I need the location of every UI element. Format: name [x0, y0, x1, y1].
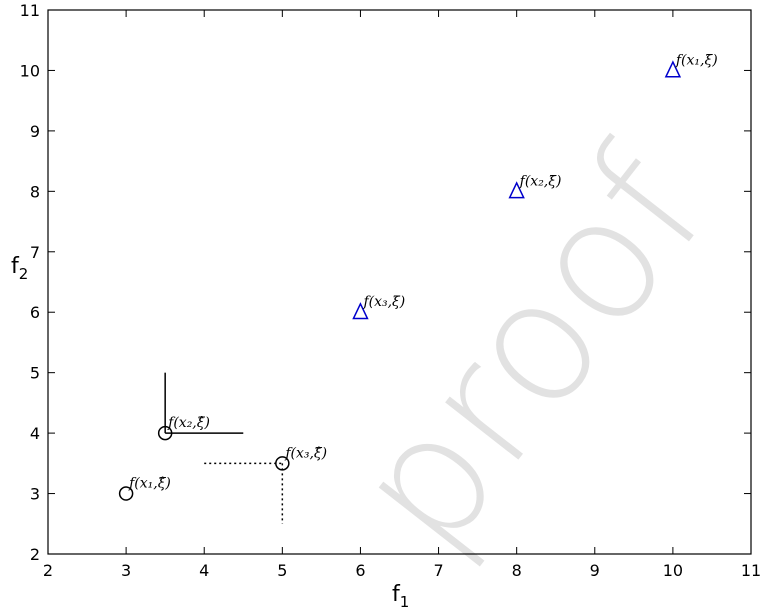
y-tick-label: 9: [30, 122, 40, 141]
y-tick-label: 4: [30, 424, 40, 443]
point-label: f(x₂,ξ̄): [519, 173, 562, 189]
x-tick-label: 3: [121, 561, 131, 580]
point-label: f(x₃,ξ̄): [362, 294, 405, 310]
y-tick-label: 8: [30, 182, 40, 201]
y-tick-label: 2: [30, 545, 40, 564]
triangle-marker: [352, 302, 369, 320]
guide-lines: [164, 372, 284, 524]
y-tick-label: 7: [30, 243, 40, 262]
x-axis: 2 3 4 5 6 7 8 9 10 11: [43, 10, 761, 580]
y-axis: 2 3 4 5 6 7 8 9 10 11: [20, 1, 751, 564]
x-tick-label: 5: [277, 561, 287, 580]
circle-marker: [157, 425, 173, 441]
point-label: f(x₁,ξ̂): [128, 476, 171, 492]
x-tick-label: 4: [199, 561, 209, 580]
x-tick-label: 7: [433, 561, 443, 580]
circle-marker: [118, 486, 134, 501]
triangle-marker: [664, 60, 682, 78]
point-label: f(x₃,ξ̂): [284, 445, 327, 461]
y-tick-label: 5: [30, 364, 40, 383]
x-tick-label: 10: [663, 561, 683, 580]
circle-marker: [275, 456, 290, 471]
triangle-marker: [508, 181, 525, 199]
x-tick-label: 11: [741, 561, 761, 580]
x-tick-label: 2: [43, 561, 53, 580]
x-axis-label: f1: [392, 582, 409, 609]
data-points: f(x₁,ξ̂) f(x₂,ξ̂) f(x₃,ξ̂) f(x₁,ξ̄) f(x₂,ξ̄)…: [118, 52, 718, 501]
y-tick-label: 3: [30, 485, 40, 504]
y-tick-label: 6: [30, 303, 40, 322]
y-axis-label: f2: [11, 254, 28, 283]
plot-area: [47, 9, 752, 555]
point-label: f(x₂,ξ̂): [167, 415, 210, 431]
y-tick-label: 10: [20, 61, 40, 80]
x-tick-label: 6: [355, 561, 365, 580]
x-tick-label: 8: [512, 561, 522, 580]
y-tick-label: 11: [20, 1, 40, 20]
point-label: f(x₁,ξ̄): [675, 52, 718, 68]
x-tick-label: 9: [590, 561, 600, 580]
